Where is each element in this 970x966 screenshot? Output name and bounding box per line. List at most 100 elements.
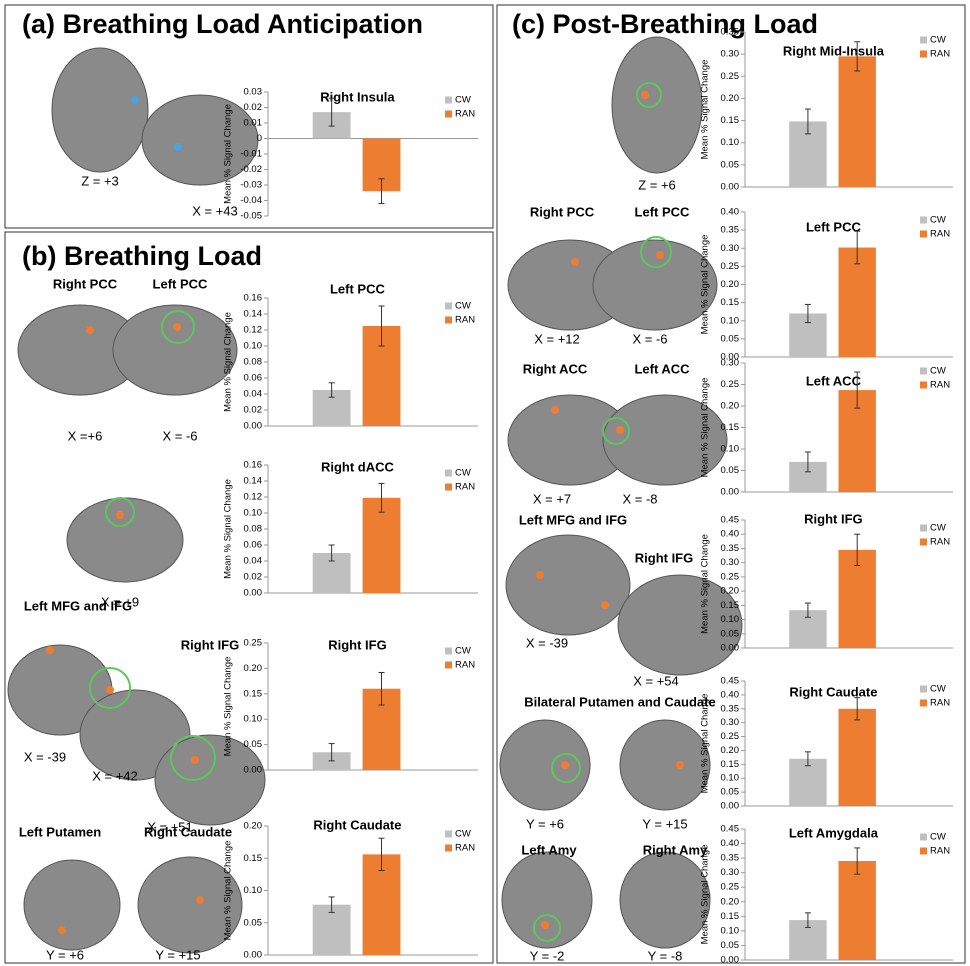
y-tick-label: 0.35	[721, 703, 740, 714]
legend-label: CW	[930, 215, 946, 226]
image-label: X = -6	[632, 331, 667, 346]
y-tick-label: 0.05	[721, 333, 740, 344]
brain-image	[113, 305, 237, 395]
legend-label: CW	[455, 468, 471, 479]
chart-title: Left Amygdala	[789, 825, 879, 840]
image-label: X = -8	[622, 491, 657, 506]
legend-swatch	[920, 382, 927, 389]
y-tick-label: 0.10	[721, 444, 740, 455]
image-label: Z = +3	[81, 173, 119, 188]
legend-label: CW	[455, 646, 471, 657]
y-tick-label: 0.35	[721, 853, 740, 864]
legend-label: CW	[930, 832, 946, 843]
image-label: X = +43	[192, 203, 238, 218]
y-tick-label: 0.20	[721, 745, 740, 756]
y-tick-label: 0.20	[721, 401, 740, 412]
y-tick-label: 0.10	[244, 714, 263, 725]
y-tick-label: 0.15	[244, 688, 263, 699]
legend-label: RAN	[455, 660, 475, 671]
image-label: Left MFG and IFG	[519, 512, 627, 527]
y-axis-label: Mean % Signal Change	[223, 479, 234, 579]
legend-label: RAN	[930, 846, 950, 857]
brain-image	[500, 720, 590, 810]
y-tick-label: 0.00	[244, 421, 263, 432]
brain-image	[506, 535, 630, 635]
legend-swatch	[920, 848, 927, 855]
y-tick-label: 0.02	[244, 405, 263, 416]
legend-swatch	[920, 700, 927, 707]
chart-title: Left ACC	[806, 373, 862, 388]
panel-title: (a) Breathing Load Anticipation	[22, 9, 423, 39]
y-tick-label: 0.05	[244, 917, 263, 928]
y-tick-label: 0.12	[244, 492, 263, 503]
activation-blob	[174, 143, 182, 151]
image-label: Z = +6	[638, 177, 676, 192]
y-tick-label: 0.05	[721, 465, 740, 476]
y-tick-label: 0.25	[721, 731, 740, 742]
y-tick-label: 0.05	[721, 787, 740, 798]
y-tick-label: 0.03	[244, 87, 263, 98]
y-tick-label: 0.25	[721, 882, 740, 893]
y-tick-label: 0.06	[244, 373, 263, 384]
brain-image	[620, 852, 710, 948]
image-label: Left Putamen	[19, 824, 101, 839]
y-tick-label: 0.40	[721, 838, 740, 849]
y-tick-label: 0.08	[244, 524, 263, 535]
y-axis-label: Mean % Signal Change	[700, 694, 711, 794]
y-tick-label: 0.25	[244, 638, 263, 649]
y-tick-label: 0.25	[721, 379, 740, 390]
image-label: Y = +6	[526, 816, 564, 831]
y-tick-label: -0.02	[240, 164, 262, 175]
y-tick-label: 0.15	[244, 853, 263, 864]
y-tick-label: 0.30	[721, 717, 740, 728]
image-label: X = -39	[24, 749, 66, 764]
legend-label: CW	[930, 684, 946, 695]
legend-swatch	[445, 111, 452, 118]
y-tick-label: 0.45	[721, 676, 740, 687]
legend-label: RAN	[455, 315, 475, 326]
chart-title: Right Mid-Insula	[783, 43, 885, 58]
y-axis-label: Mean % Signal Change	[223, 312, 234, 412]
legend-swatch	[445, 484, 452, 491]
y-tick-label: 0.10	[721, 614, 740, 625]
y-tick-label: 0.02	[244, 102, 263, 113]
activation-blob	[536, 571, 544, 579]
y-tick-label: 0.02	[244, 572, 263, 583]
image-label: Left MFG and IFG	[24, 598, 132, 613]
chart-title: Left PCC	[330, 281, 386, 296]
y-tick-label: -0.01	[240, 149, 262, 160]
y-tick-label: 0.00	[721, 955, 740, 966]
y-tick-label: 0.15	[721, 911, 740, 922]
y-tick-label: 0.20	[721, 279, 740, 290]
legend-label: RAN	[455, 109, 475, 120]
y-tick-label: 0.08	[244, 357, 263, 368]
legend-swatch	[920, 686, 927, 693]
image-label: Y = -2	[530, 948, 565, 963]
y-tick-label: 0.04	[244, 389, 263, 400]
image-label: X = +12	[534, 331, 580, 346]
y-tick-label: 0.35	[721, 27, 740, 38]
legend-label: CW	[455, 301, 471, 312]
legend-label: RAN	[455, 843, 475, 854]
y-tick-label: -0.03	[240, 180, 262, 191]
image-label: Left ACC	[634, 361, 690, 376]
image-label: Right IFG	[635, 550, 694, 565]
image-label: Left PCC	[635, 204, 691, 219]
y-tick-label: 0.30	[721, 867, 740, 878]
y-tick-label: 0.15	[721, 759, 740, 770]
bar	[839, 56, 876, 187]
y-tick-label: 0.25	[721, 571, 740, 582]
legend-label: RAN	[930, 49, 950, 60]
image-label: Left Amy	[521, 842, 577, 857]
y-tick-label: 0.00	[244, 950, 263, 961]
legend-swatch	[445, 317, 452, 324]
y-tick-label: -0.05	[240, 211, 262, 222]
legend-swatch	[445, 845, 452, 852]
y-axis-label: Mean % Signal Change	[700, 534, 711, 634]
legend-swatch	[445, 470, 452, 477]
image-label: Right Caudate	[144, 824, 232, 839]
brain-image	[24, 860, 120, 950]
legend-swatch	[445, 831, 452, 838]
y-tick-label: 0.04	[244, 556, 263, 567]
activation-blob	[173, 323, 181, 331]
